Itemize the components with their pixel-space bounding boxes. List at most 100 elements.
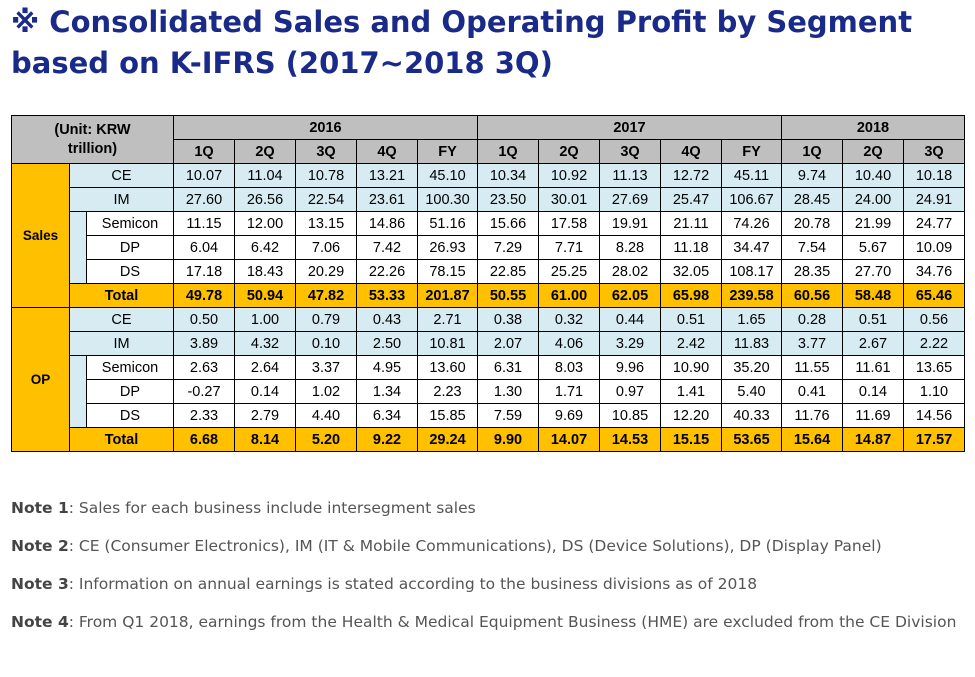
value-cell: 53.33: [356, 283, 418, 308]
unit-line-2: trillion): [67, 140, 118, 157]
value-cell: 14.87: [842, 427, 904, 452]
value-cell: 78.15: [417, 259, 478, 284]
value-cell: 15.66: [477, 211, 539, 236]
quarter-header: 2Q: [234, 139, 296, 164]
segment-label: DS: [86, 259, 174, 284]
note-3: Note 3: Information on annual earnings i…: [11, 565, 966, 603]
value-cell: 108.17: [721, 259, 782, 284]
value-cell: 22.54: [295, 187, 357, 212]
value-cell: 65.46: [903, 283, 965, 308]
group-label: Sales: [11, 163, 70, 308]
value-cell: 0.51: [842, 307, 904, 332]
sales-op-table: (Unit: KRW trillion) 2016 2017 2018 1Q 2Q…: [11, 115, 965, 452]
quarter-header: FY: [417, 139, 478, 164]
value-cell: 25.47: [660, 187, 722, 212]
quarter-header: 1Q: [173, 139, 235, 164]
note-1: Note 1: Sales for each business include …: [11, 489, 966, 527]
value-cell: 24.00: [842, 187, 904, 212]
note-label: Note 3: [11, 575, 69, 593]
value-cell: 2.22: [903, 331, 965, 356]
value-cell: 74.26: [721, 211, 782, 236]
value-cell: 10.34: [477, 163, 539, 188]
value-cell: 9.22: [356, 427, 418, 452]
value-cell: 28.02: [599, 259, 661, 284]
notes-section: Note 1: Sales for each business include …: [11, 489, 966, 641]
ds-subgroup-indent: [69, 355, 87, 428]
value-cell: 53.65: [721, 427, 782, 452]
value-cell: 45.11: [721, 163, 782, 188]
value-cell: 27.69: [599, 187, 661, 212]
value-cell: 15.15: [660, 427, 722, 452]
value-cell: 15.64: [781, 427, 843, 452]
value-cell: 11.69: [842, 403, 904, 428]
value-cell: 7.06: [295, 235, 357, 260]
value-cell: 0.51: [660, 307, 722, 332]
value-cell: 3.77: [781, 331, 843, 356]
year-header-2017: 2017: [477, 115, 782, 140]
value-cell: 19.91: [599, 211, 661, 236]
table-row: Semicon 2.63 2.64 3.37 4.95 13.60 6.31 8.03 9.96…: [12, 355, 965, 428]
value-cell: 61.00: [538, 283, 600, 308]
table-row: IM 3.89 4.32 0.10 2.50 10.81 2.07 4.06 3.29 2.42 1…: [12, 331, 965, 356]
value-cell: 60.56: [781, 283, 843, 308]
value-cell: 10.18: [903, 163, 965, 188]
value-cell: 4.32: [234, 331, 296, 356]
value-cell: 29.24: [417, 427, 478, 452]
value-cell: 12.72: [660, 163, 722, 188]
value-cell: 0.41: [781, 379, 843, 404]
value-cell: 3.29: [599, 331, 661, 356]
value-cell: 34.76: [903, 259, 965, 284]
note-4: Note 4: From Q1 2018, earnings from the …: [11, 603, 966, 641]
value-cell: 17.58: [538, 211, 600, 236]
value-cell: 14.53: [599, 427, 661, 452]
year-header-2018: 2018: [781, 115, 965, 140]
table-row: Semicon 11.15 12.00 13.15 14.86 51.16 15.66 17.…: [12, 211, 965, 284]
value-cell: 3.37: [295, 355, 357, 380]
value-cell: 4.95: [356, 355, 418, 380]
value-cell: 10.40: [842, 163, 904, 188]
segment-label: IM: [69, 331, 174, 356]
value-cell: 45.10: [417, 163, 478, 188]
value-cell: 21.11: [660, 211, 722, 236]
value-cell: 1.71: [538, 379, 600, 404]
value-cell: 50.94: [234, 283, 296, 308]
quarter-header: 4Q: [356, 139, 418, 164]
value-cell: 25.25: [538, 259, 600, 284]
segment-label: DP: [86, 379, 174, 404]
segment-label: Semicon: [86, 355, 174, 380]
value-cell: 10.78: [295, 163, 357, 188]
value-cell: 27.60: [173, 187, 235, 212]
value-cell: 13.15: [295, 211, 357, 236]
value-cell: 1.10: [903, 379, 965, 404]
value-cell: 0.97: [599, 379, 661, 404]
value-cell: 49.78: [173, 283, 235, 308]
value-cell: 2.63: [173, 355, 235, 380]
value-cell: 9.69: [538, 403, 600, 428]
value-cell: 18.43: [234, 259, 296, 284]
value-cell: 6.31: [477, 355, 539, 380]
value-cell: 11.55: [781, 355, 843, 380]
note-text: : Information on annual earnings is stat…: [68, 575, 758, 593]
value-cell: 34.47: [721, 235, 782, 260]
value-cell: 6.68: [173, 427, 235, 452]
value-cell: 22.85: [477, 259, 539, 284]
value-cell: 30.01: [538, 187, 600, 212]
value-cell: 22.26: [356, 259, 418, 284]
value-cell: 23.50: [477, 187, 539, 212]
value-cell: 51.16: [417, 211, 478, 236]
value-cell: 4.40: [295, 403, 357, 428]
value-cell: 0.56: [903, 307, 965, 332]
value-cell: 2.64: [234, 355, 296, 380]
quarter-header: 2Q: [842, 139, 904, 164]
value-cell: 1.65: [721, 307, 782, 332]
value-cell: 6.42: [234, 235, 296, 260]
value-cell: 15.85: [417, 403, 478, 428]
value-cell: 201.87: [417, 283, 478, 308]
note-text: : Sales for each business include inters…: [68, 499, 476, 517]
value-cell: 7.29: [477, 235, 539, 260]
value-cell: 3.89: [173, 331, 235, 356]
quarter-header: 3Q: [295, 139, 357, 164]
value-cell: 11.18: [660, 235, 722, 260]
value-cell: 13.21: [356, 163, 418, 188]
unit-line-1: (Unit: KRW: [54, 121, 131, 138]
